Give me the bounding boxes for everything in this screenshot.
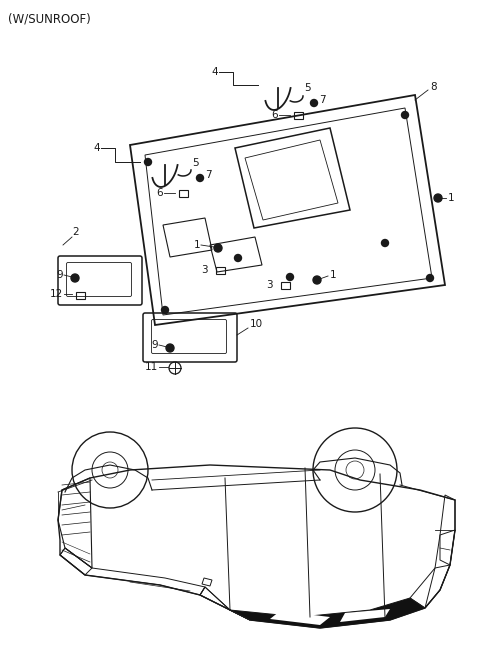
Text: 9: 9 — [56, 270, 63, 280]
Text: 4: 4 — [211, 67, 218, 77]
Text: 7: 7 — [205, 170, 212, 180]
Text: 1: 1 — [193, 240, 200, 250]
Bar — [216, 267, 225, 274]
Bar — [293, 111, 302, 119]
Text: 12: 12 — [50, 289, 63, 299]
Text: 2: 2 — [72, 227, 79, 237]
Text: 1: 1 — [330, 270, 336, 280]
Circle shape — [214, 244, 222, 252]
Circle shape — [313, 276, 321, 284]
Text: 5: 5 — [304, 83, 311, 93]
Circle shape — [287, 274, 293, 280]
Circle shape — [235, 255, 241, 261]
Text: 3: 3 — [202, 265, 208, 275]
Circle shape — [311, 100, 317, 107]
Polygon shape — [340, 609, 390, 622]
Text: 7: 7 — [319, 95, 325, 105]
Circle shape — [166, 344, 174, 352]
Bar — [75, 291, 84, 299]
Circle shape — [196, 174, 204, 181]
Text: 1: 1 — [448, 193, 455, 203]
Circle shape — [401, 111, 408, 119]
Circle shape — [382, 240, 388, 246]
Circle shape — [427, 274, 433, 282]
Text: 8: 8 — [430, 82, 437, 92]
Circle shape — [71, 274, 79, 282]
Text: 3: 3 — [266, 280, 273, 290]
Circle shape — [434, 194, 442, 202]
Circle shape — [161, 307, 168, 314]
Text: 4: 4 — [94, 143, 100, 153]
Bar — [280, 282, 289, 288]
Circle shape — [144, 159, 152, 166]
Polygon shape — [230, 598, 425, 628]
Text: 6: 6 — [156, 188, 163, 198]
Polygon shape — [270, 611, 330, 625]
Text: 10: 10 — [250, 319, 263, 329]
Text: 11: 11 — [145, 362, 158, 372]
Bar — [179, 189, 188, 196]
Text: 9: 9 — [151, 340, 158, 350]
Text: 6: 6 — [271, 110, 278, 120]
Text: (W/SUNROOF): (W/SUNROOF) — [8, 12, 91, 25]
Text: 5: 5 — [192, 158, 199, 168]
